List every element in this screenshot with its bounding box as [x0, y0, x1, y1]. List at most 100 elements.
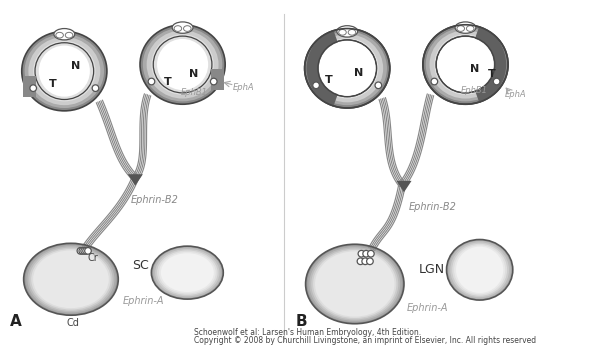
Ellipse shape — [315, 251, 394, 317]
Circle shape — [368, 250, 374, 257]
Ellipse shape — [316, 38, 379, 99]
Text: N: N — [470, 64, 480, 74]
Ellipse shape — [313, 250, 396, 318]
Circle shape — [30, 85, 36, 91]
Circle shape — [493, 78, 500, 85]
Ellipse shape — [54, 29, 75, 40]
Ellipse shape — [174, 26, 182, 31]
Circle shape — [148, 78, 155, 85]
Ellipse shape — [430, 30, 502, 99]
Circle shape — [363, 250, 370, 257]
Ellipse shape — [157, 39, 208, 90]
Ellipse shape — [307, 246, 402, 322]
Ellipse shape — [24, 243, 118, 315]
Ellipse shape — [151, 246, 223, 299]
Ellipse shape — [151, 34, 214, 95]
Ellipse shape — [322, 43, 373, 94]
Text: EphB1: EphB1 — [181, 89, 208, 97]
Text: EphA: EphA — [233, 83, 254, 92]
FancyBboxPatch shape — [23, 76, 36, 97]
Text: T: T — [163, 76, 171, 86]
Ellipse shape — [440, 39, 491, 90]
Text: N: N — [189, 69, 198, 79]
Wedge shape — [307, 30, 347, 106]
FancyBboxPatch shape — [211, 69, 224, 90]
Ellipse shape — [348, 30, 356, 35]
Ellipse shape — [31, 249, 111, 310]
Ellipse shape — [39, 46, 90, 97]
Text: B: B — [295, 314, 307, 330]
Ellipse shape — [183, 26, 191, 31]
Text: SC: SC — [132, 258, 149, 272]
Circle shape — [358, 250, 365, 257]
Wedge shape — [465, 26, 506, 103]
Ellipse shape — [309, 247, 400, 321]
Ellipse shape — [22, 31, 107, 111]
Ellipse shape — [25, 34, 104, 108]
Circle shape — [362, 258, 368, 265]
Ellipse shape — [311, 248, 398, 320]
Ellipse shape — [159, 252, 216, 293]
Text: EphA: EphA — [505, 90, 527, 99]
Ellipse shape — [446, 240, 513, 300]
Text: T: T — [49, 79, 57, 89]
Ellipse shape — [29, 247, 113, 311]
Ellipse shape — [33, 250, 109, 308]
Text: Cr: Cr — [88, 253, 99, 263]
Ellipse shape — [305, 29, 390, 108]
Ellipse shape — [339, 30, 346, 35]
Ellipse shape — [157, 250, 218, 295]
Circle shape — [77, 247, 83, 254]
Ellipse shape — [311, 34, 383, 102]
Circle shape — [357, 258, 364, 265]
Circle shape — [211, 78, 217, 85]
Circle shape — [79, 247, 86, 254]
Ellipse shape — [454, 245, 505, 295]
Text: LGN: LGN — [419, 263, 445, 276]
Circle shape — [367, 258, 373, 265]
Text: Ephrin-A: Ephrin-A — [123, 296, 165, 306]
Ellipse shape — [426, 27, 505, 101]
Circle shape — [431, 78, 437, 85]
Circle shape — [92, 85, 99, 91]
Circle shape — [81, 247, 88, 254]
Ellipse shape — [172, 22, 193, 33]
Ellipse shape — [455, 22, 476, 33]
Ellipse shape — [456, 247, 503, 293]
Text: T: T — [324, 75, 332, 85]
Circle shape — [83, 247, 90, 254]
Text: Ephrin-B2: Ephrin-B2 — [409, 202, 457, 212]
Ellipse shape — [161, 253, 214, 292]
Text: N: N — [71, 61, 80, 71]
Circle shape — [313, 82, 319, 89]
Ellipse shape — [153, 247, 221, 298]
Ellipse shape — [457, 26, 465, 31]
Circle shape — [375, 82, 382, 89]
Ellipse shape — [65, 32, 73, 38]
Ellipse shape — [28, 37, 100, 105]
Text: Ephrin-B2: Ephrin-B2 — [131, 195, 178, 205]
Ellipse shape — [319, 41, 376, 96]
Ellipse shape — [466, 26, 474, 31]
Text: EphB1: EphB1 — [461, 86, 488, 95]
Text: Cd: Cd — [66, 318, 79, 328]
Ellipse shape — [56, 32, 64, 38]
Text: A: A — [10, 314, 21, 330]
Polygon shape — [128, 174, 143, 186]
Ellipse shape — [423, 25, 508, 104]
Ellipse shape — [306, 244, 404, 324]
Text: Schoenwolf et al: Larsen's Human Embryology, 4th Edition.: Schoenwolf et al: Larsen's Human Embryol… — [194, 327, 421, 337]
Text: T: T — [488, 69, 496, 79]
Ellipse shape — [434, 34, 497, 95]
Polygon shape — [396, 181, 411, 192]
Ellipse shape — [450, 242, 509, 297]
Circle shape — [85, 247, 91, 254]
Text: Ephrin-A: Ephrin-A — [407, 303, 448, 313]
Ellipse shape — [146, 30, 218, 99]
Ellipse shape — [143, 27, 222, 101]
Ellipse shape — [33, 41, 96, 101]
Ellipse shape — [337, 26, 358, 37]
Ellipse shape — [140, 25, 225, 104]
Text: Copyright © 2008 by Churchill Livingstone, an imprint of Elsevier, Inc. All righ: Copyright © 2008 by Churchill Livingston… — [194, 336, 536, 345]
Ellipse shape — [307, 31, 387, 105]
